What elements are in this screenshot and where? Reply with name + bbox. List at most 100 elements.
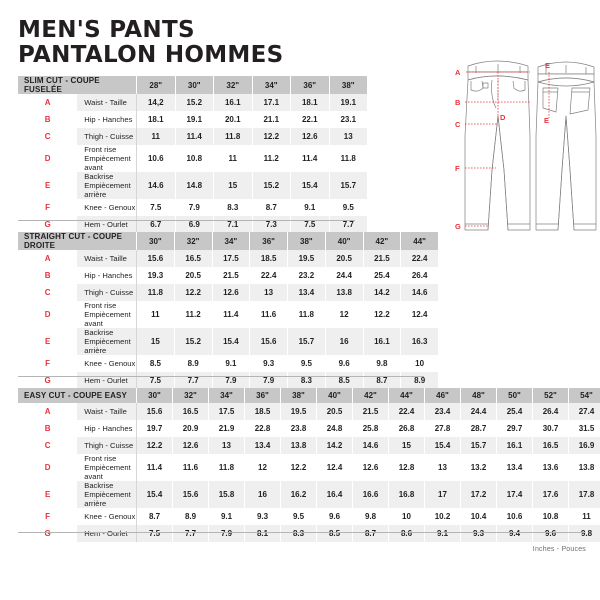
measurement-label-fr: Empiècement avant xyxy=(84,154,131,172)
measurement-value: 17.5 xyxy=(212,250,251,267)
measurement-value: 13.6 xyxy=(532,454,569,481)
measurement-value: 14,2 xyxy=(136,94,176,111)
measurement-label: Hem - Ourlet xyxy=(77,525,138,542)
measurement-value: 15.8 xyxy=(208,481,245,508)
measurement-label-en: Backrise xyxy=(84,328,114,337)
size-header-34in: 34" xyxy=(212,232,251,250)
measurement-label-en: Knee - Genoux xyxy=(84,359,136,368)
measurement-value: 11.6 xyxy=(172,454,209,481)
measurement-value: 24.4 xyxy=(325,267,364,284)
measurement-value: 26.4 xyxy=(400,267,438,284)
measurement-value: 13.8 xyxy=(568,454,600,481)
measurement-value: 21.1 xyxy=(252,111,291,128)
measurement-value: 15.4 xyxy=(136,481,173,508)
measurement-value: 11.8 xyxy=(208,454,245,481)
table-header-row: SLIM CUT - COUPE FUSELÉE 28" 30" 32" 34" 36"… xyxy=(18,76,367,94)
measurement-label: Hip - Hanches xyxy=(77,420,138,437)
measurement-value: 31.5 xyxy=(568,420,600,437)
table-row: E Backrise Empiècement arrière 15 15.2 15.4 15… xyxy=(18,328,438,355)
measurement-value: 6.7 xyxy=(136,216,176,233)
measurement-label: Waist - Taille xyxy=(77,403,138,420)
measurement-value: 11.8 xyxy=(287,301,326,328)
measurement-value: 8.9 xyxy=(174,355,213,372)
measurement-value: 13.2 xyxy=(460,454,497,481)
measurement-letter: B xyxy=(18,267,78,284)
size-header-40in: 40" xyxy=(316,388,353,403)
measurement-value: 10 xyxy=(400,355,438,372)
measurement-value: 13.4 xyxy=(496,454,533,481)
measurement-value: 14.2 xyxy=(316,437,353,454)
table-row: G Hem - Ourlet 6.7 6.9 7.1 7.3 7.5 7.7 xyxy=(18,216,367,233)
measurement-label-en: Hem - Ourlet xyxy=(84,376,128,385)
size-header-38in: 38" xyxy=(280,388,317,403)
measurement-value: 13.8 xyxy=(325,284,364,301)
measurement-value: 15 xyxy=(388,437,425,454)
table-body-straight: A Waist - Taille 15.6 16.5 17.5 18.5 19.5 20.5 2… xyxy=(18,250,438,389)
size-header-36in: 36" xyxy=(249,232,288,250)
measurement-value: 7.3 xyxy=(252,216,291,233)
measurement-value: 15.7 xyxy=(329,172,367,199)
measurement-value: 21.5 xyxy=(212,267,251,284)
measurement-value: 12.4 xyxy=(400,301,438,328)
measurement-label: Waist - Taille xyxy=(77,94,138,111)
pants-technical-drawing-svg: A B C D F G E E xyxy=(455,60,597,231)
measurement-label-en: Hip - Hanches xyxy=(84,115,133,124)
measurement-value: 17.6 xyxy=(532,481,569,508)
measurement-value: 9.6 xyxy=(316,508,353,525)
measurement-value: 19.1 xyxy=(329,94,367,111)
measurement-value: 21.5 xyxy=(363,250,402,267)
measurement-value: 6.9 xyxy=(175,216,214,233)
pants-diagram: A B C D F G E E xyxy=(452,50,598,235)
measurement-value: 16.1 xyxy=(213,94,253,111)
measurement-value: 12.6 xyxy=(172,437,209,454)
measurement-label-en: Backrise xyxy=(84,481,114,490)
measurement-value: 11.8 xyxy=(329,145,367,172)
measurement-letter: F xyxy=(18,199,78,216)
measurement-value: 7.7 xyxy=(329,216,367,233)
measurement-value: 16.5 xyxy=(172,403,209,420)
measurement-value: 7.5 xyxy=(136,525,173,542)
measurement-value: 13.4 xyxy=(244,437,281,454)
measurement-value: 13.4 xyxy=(287,284,326,301)
measurement-label-en: Thigh - Cuisse xyxy=(84,441,134,450)
measurement-value: 8.5 xyxy=(325,372,364,389)
table-row: G Hem - Ourlet 7.5 7.7 7.9 8.1 8.3 8.5 8.7 8.6 9.1… xyxy=(18,525,600,542)
measurement-value: 11.2 xyxy=(174,301,213,328)
measurement-value: 19.3 xyxy=(136,267,175,284)
measurement-letter: E xyxy=(18,481,78,508)
measurement-label-en: Hip - Hanches xyxy=(84,424,133,433)
measurement-value: 13 xyxy=(424,454,461,481)
measurement-value: 12 xyxy=(325,301,364,328)
measurement-value: 12.6 xyxy=(212,284,251,301)
measurement-letter: G xyxy=(18,216,78,233)
table-row: C Thigh - Cuisse 11.8 12.2 12.6 13 13.4 13.8 14.… xyxy=(18,284,438,301)
measurement-label: Front rise Empiècement avant xyxy=(77,301,138,328)
measurement-value: 17.1 xyxy=(252,94,291,111)
diagram-marker-c: C xyxy=(455,120,461,129)
measurement-value: 15 xyxy=(213,172,253,199)
measurement-label-en: Waist - Taille xyxy=(84,254,127,263)
pants-front-view xyxy=(464,60,531,231)
measurement-letter: C xyxy=(18,284,78,301)
measurement-label-en: Backrise xyxy=(84,172,114,181)
table-body-slim: A Waist - Taille 14,2 15.2 16.1 17.1 18.1 19.1 B… xyxy=(18,94,367,233)
measurement-value: 17.5 xyxy=(208,403,245,420)
measurement-value: 8.3 xyxy=(213,199,253,216)
size-header-32in: 32" xyxy=(172,388,209,403)
measurement-value: 16.5 xyxy=(174,250,213,267)
measurement-value: 19.5 xyxy=(287,250,326,267)
measurement-letter: G xyxy=(18,525,78,542)
title-line-french: PANTALON HOMMES xyxy=(18,42,284,68)
measurement-label-en: Waist - Taille xyxy=(84,98,127,107)
measurement-value: 16.1 xyxy=(496,437,533,454)
size-header-40in: 40" xyxy=(325,232,364,250)
measurement-label: Hip - Hanches xyxy=(77,267,138,284)
measurement-letter: B xyxy=(18,111,78,128)
measurement-value: 19.7 xyxy=(136,420,173,437)
measurement-value: 7.9 xyxy=(212,372,251,389)
table-underline-slim xyxy=(18,220,355,221)
measurement-value: 13 xyxy=(329,128,367,145)
page-title: MEN'S PANTS PANTALON HOMMES xyxy=(18,18,284,68)
measurement-label-fr: Empiècement arrière xyxy=(84,181,131,199)
diagram-marker-d: D xyxy=(500,113,506,122)
